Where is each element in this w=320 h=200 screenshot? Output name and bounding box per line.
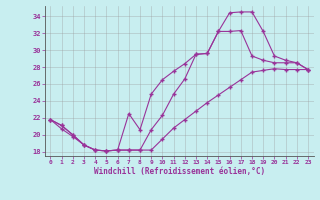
X-axis label: Windchill (Refroidissement éolien,°C): Windchill (Refroidissement éolien,°C) — [94, 167, 265, 176]
